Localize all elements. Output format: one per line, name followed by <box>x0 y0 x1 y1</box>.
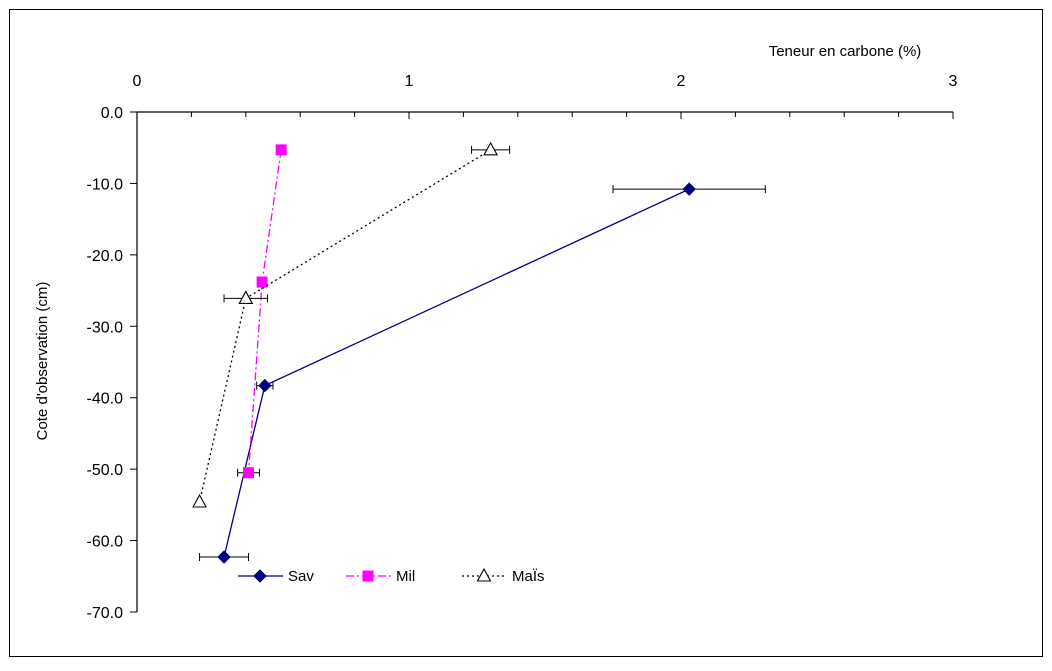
y-tick-label: 0.0 <box>101 105 123 122</box>
series-square <box>237 144 287 479</box>
data-point <box>238 290 254 304</box>
data-point <box>682 182 696 196</box>
x-tick-label: 0 <box>133 73 142 90</box>
y-tick-label: -30.0 <box>87 319 124 336</box>
plot-area <box>192 141 766 564</box>
chart-border <box>9 9 1043 657</box>
y-tick-label: -20.0 <box>87 248 124 265</box>
data-point <box>256 276 268 288</box>
legend-label: Sav <box>288 568 314 585</box>
data-point <box>258 378 272 393</box>
y-tick-label: -50.0 <box>87 462 124 479</box>
y-tick-label: -70.0 <box>87 605 124 622</box>
legend-item: MaÏs <box>462 567 545 585</box>
legend-label: MaÏs <box>512 568 545 585</box>
axes-group: 0 1 2 3 0.0 -10.0 -20.0 -30.0 -40.0 -50.0 -60.0 -70… <box>87 73 958 622</box>
series-diamond <box>199 182 766 564</box>
legend-label: Mil <box>396 568 415 585</box>
data-point <box>243 467 255 479</box>
y-tick-label: -10.0 <box>87 176 124 193</box>
x-tick-label: 3 <box>949 73 958 90</box>
data-point <box>192 493 207 508</box>
legend-marker <box>362 570 374 582</box>
x-tick-label: 1 <box>405 73 414 90</box>
x-tick-label: 2 <box>677 73 686 90</box>
legend-marker <box>253 569 267 583</box>
y-tick-label: -40.0 <box>87 391 124 408</box>
x-axis-label: Teneur en carbone (%) <box>769 43 922 60</box>
y-axis-label: Cote d'observation (cm) <box>34 282 51 441</box>
data-point <box>483 141 499 156</box>
legend-item: Mil <box>346 568 415 585</box>
legend-marker <box>476 567 492 582</box>
data-point <box>217 550 231 564</box>
series-triangle-open <box>192 141 511 508</box>
legend-item: Sav <box>238 568 314 585</box>
legend: Sav Mil MaÏs <box>238 567 545 585</box>
y-tick-label: -60.0 <box>87 534 124 551</box>
data-point <box>275 144 287 156</box>
